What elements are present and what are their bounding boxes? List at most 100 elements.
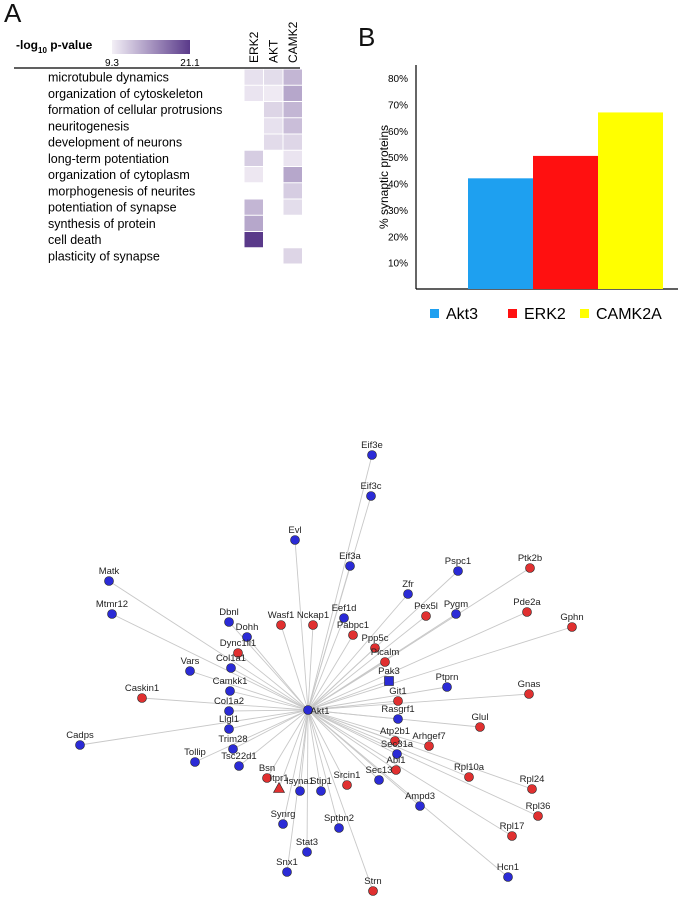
y-tick-label: 60%	[388, 127, 408, 138]
y-tick-label: 70%	[388, 101, 408, 112]
row-label: organization of cytoplasm	[48, 168, 190, 182]
node-label: Gnas	[518, 679, 541, 690]
edges	[79, 454, 573, 892]
edge	[228, 621, 309, 711]
bar-erk2	[533, 155, 598, 289]
node-label: Itpr1	[269, 773, 288, 784]
node-label: Glul	[472, 712, 489, 723]
edge	[307, 454, 373, 711]
node-label: Mtmr12	[96, 599, 128, 610]
heatmap-cell	[244, 102, 263, 118]
node-pygm	[451, 609, 461, 619]
bar-chart: 10% 20% 30% 40% 50% 60% 70% 80% % synaptic prote…	[377, 65, 678, 323]
node-label: Cadps	[66, 730, 94, 741]
node-label: Isyna1	[286, 776, 314, 787]
node-git1	[393, 696, 403, 706]
node-dbnl	[224, 617, 234, 627]
edge	[307, 709, 340, 829]
node-label: Eif3e	[361, 440, 383, 451]
heatmap-cell	[244, 69, 263, 85]
node-rasgrf1	[393, 714, 403, 724]
y-tick-label: 20%	[388, 232, 408, 243]
edge	[79, 709, 309, 746]
node-label: Trim28	[218, 734, 247, 745]
node-picalm	[380, 657, 390, 667]
edge	[307, 709, 470, 778]
colorbar-min-label: 9.3	[105, 58, 119, 69]
y-tick-label: 10%	[388, 259, 408, 270]
node-label: Ampd3	[405, 791, 435, 802]
heatmap-cell	[283, 102, 302, 118]
node-label: Pex5l	[414, 601, 438, 612]
node-glul	[475, 722, 485, 732]
heatmap-cell	[264, 134, 283, 150]
node-label: Bsn	[259, 763, 275, 774]
node-eif3a	[345, 561, 355, 571]
heatmap-cell	[264, 183, 283, 199]
node-label: Zfr	[402, 579, 414, 590]
edge	[228, 709, 309, 730]
edge	[307, 626, 573, 711]
node-camkk1	[225, 686, 235, 696]
edge	[307, 661, 386, 711]
row-label: long-term potentiation	[48, 152, 169, 166]
row-label: neuritogenesis	[48, 119, 129, 133]
node-label: Pygm	[444, 599, 468, 610]
edge	[307, 693, 530, 711]
node-ptprn	[442, 682, 452, 692]
node-label: Col1a1	[216, 653, 246, 664]
node-label: Pde2a	[513, 597, 541, 608]
node-label: Git1	[389, 686, 406, 697]
y-tick-label: 50%	[388, 153, 408, 164]
node-label: Caskin1	[125, 683, 159, 694]
colorbar-max-label: 21.1	[180, 58, 200, 69]
edge	[307, 709, 374, 892]
node-wasf1	[276, 620, 286, 630]
panel-a-letter: A	[4, 0, 22, 28]
heatmap-panel: A -log10 p-value 9.3 21.1 ERK2 AKT CAMK2 micro…	[0, 0, 320, 290]
node-dohh	[242, 632, 252, 642]
row-label: plasticity of synapse	[48, 249, 160, 263]
node-arhgef7	[424, 741, 434, 751]
node-label: Eif3c	[360, 481, 381, 492]
heatmap-cell	[283, 150, 302, 166]
node-label: Rasgrf1	[381, 704, 414, 715]
node-evl	[290, 535, 300, 545]
node-llgl1	[224, 724, 234, 734]
node-sec31a	[392, 749, 402, 759]
heatmap-cell	[244, 248, 263, 264]
node-rpl24	[527, 784, 537, 794]
legend-swatch	[430, 309, 439, 318]
edge	[228, 709, 309, 712]
edge	[238, 709, 309, 767]
node-stat3	[302, 847, 312, 857]
heatmap-cell	[283, 199, 302, 215]
node-abi1	[391, 765, 401, 775]
edge	[307, 709, 430, 747]
node-label: Camkk1	[213, 676, 248, 687]
y-axis-title: % synaptic proteins	[377, 125, 391, 229]
heatmap-cell	[283, 183, 302, 199]
edge	[307, 624, 314, 711]
edge	[307, 709, 533, 790]
heatmap-cell	[283, 85, 302, 101]
heatmap-cell	[264, 199, 283, 215]
edge	[307, 686, 448, 711]
nodes	[75, 450, 577, 896]
node-pspc1	[453, 566, 463, 576]
edge	[307, 709, 513, 837]
row-label: organization of cytoskeleton	[48, 87, 203, 101]
node-akt1	[303, 705, 313, 715]
node-label: Evl	[288, 525, 301, 536]
heatmap-cell	[283, 215, 302, 231]
column-label-akt: AKT	[266, 39, 280, 63]
node-label: Pak3	[378, 666, 400, 677]
node-label: Eef1d	[332, 603, 357, 614]
heatmap-cell	[264, 118, 283, 134]
colorbar-title: -log10 p-value	[16, 38, 93, 55]
heatmap-cell	[264, 69, 283, 85]
node-isyna1	[295, 786, 305, 796]
node-label: Rpl24	[520, 774, 545, 785]
node-mtmr12	[107, 609, 117, 619]
row-label: potentiation of synapse	[48, 201, 177, 215]
